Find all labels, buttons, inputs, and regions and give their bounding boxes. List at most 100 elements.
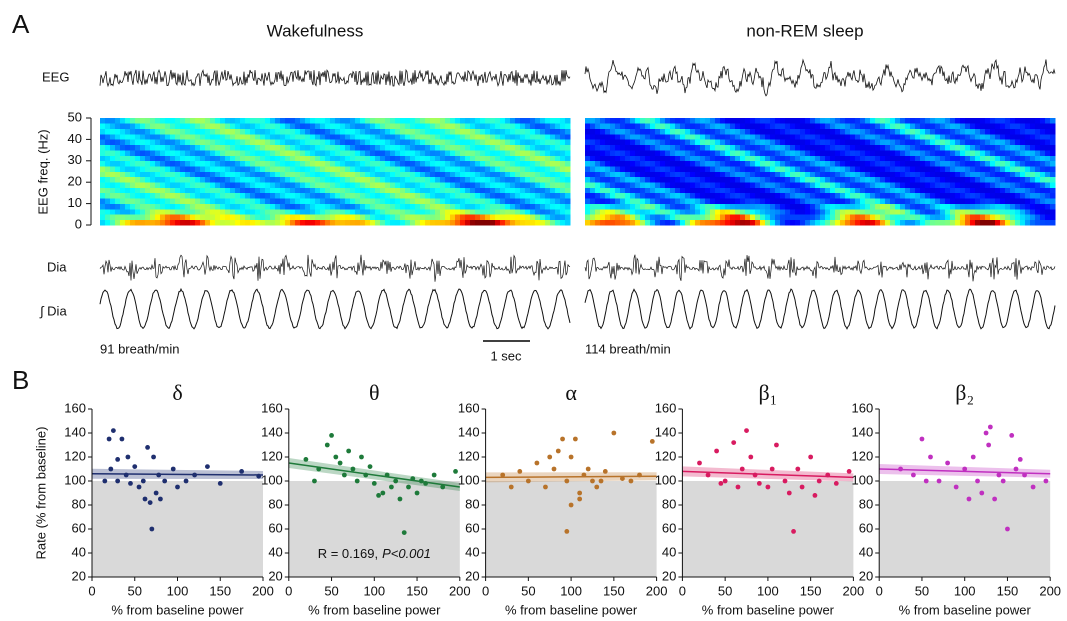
spectrogram-cell [1010,193,1015,199]
spectrogram-cell [830,161,835,167]
spectrogram-cell [525,172,530,178]
spectrogram-cell [290,209,295,215]
spectrogram-cell [735,161,740,167]
spectrogram-ylabel: EEG freq. (Hz) [35,129,50,214]
spectrogram-cell [410,182,415,188]
spectrogram-cell [490,161,495,167]
spectrogram-cell [825,123,830,129]
spectrogram-cell [515,166,520,172]
spectrogram-cell [735,188,740,194]
spectrogram-cell [645,129,650,135]
spectrogram-cell [925,209,930,215]
spectrogram-cell [495,198,500,204]
spectrogram-cell [695,134,700,140]
spectrogram-cell [195,166,200,172]
spectrogram-cell [1045,161,1050,167]
spectrogram-cell [645,209,650,215]
spectrogram-cell [595,118,600,124]
spectrogram-cell [695,220,700,226]
spectrogram-cell [315,188,320,194]
spectrogram-cell [735,220,740,226]
spectrogram-cell [515,220,520,226]
spectrogram-cell [265,139,270,145]
spectrogram-cell [465,123,470,129]
spectrogram-cell [950,123,955,129]
spectrogram-cell [220,182,225,188]
data-point [723,479,728,484]
spectrogram-cell [375,145,380,151]
spectrogram-cell [555,204,560,210]
spectrogram-cell [260,129,265,135]
spectrogram-cell [790,134,795,140]
spectrogram-cell [720,134,725,140]
spectrogram-cell [840,198,845,204]
spectrogram-cell [855,182,860,188]
spectrogram-cell [535,150,540,156]
spectrogram-cell [780,145,785,151]
spectrogram-cell [820,182,825,188]
spectrogram-cell [165,155,170,161]
spectrogram-cell [645,177,650,183]
spectrogram-cell [530,198,535,204]
spectrogram-cell [450,150,455,156]
spectrogram-cell [715,134,720,140]
spectrogram-cell [750,161,755,167]
spectrogram-cell [435,220,440,226]
spectrogram-cell [610,145,615,151]
data-point [346,449,351,454]
spectrogram-cell [820,214,825,220]
spectrogram-cell [995,177,1000,183]
spectrogram-cell [840,139,845,145]
spectrogram-cell [375,198,380,204]
spectrogram-cell [210,155,215,161]
spectrogram-cell [190,150,195,156]
spectrogram-cell [275,145,280,151]
data-point [543,485,548,490]
spectrogram-cell [100,177,105,183]
spectrogram-cell [635,209,640,215]
spectrogram-cell [385,150,390,156]
spectrogram-cell [550,209,555,215]
spectrogram-cell [655,172,660,178]
spectrogram-cell [160,150,165,156]
spectrogram-cell [975,139,980,145]
spectrogram-cell [960,220,965,226]
spectrogram-cell [455,150,460,156]
spectrogram-cell [790,182,795,188]
spectrogram-cell [550,129,555,135]
spectrogram-tick-label: 40 [68,131,82,146]
spectrogram-cell [335,172,340,178]
spectrogram-cell [810,139,815,145]
spectrogram-cell [690,166,695,172]
spectrogram-cell [340,209,345,215]
spectrogram-cell [350,129,355,135]
spectrogram-cell [165,182,170,188]
spectrogram-cell [530,166,535,172]
spectrogram-cell [875,161,880,167]
spectrogram-cell [420,145,425,151]
spectrogram-cell [810,155,815,161]
spectrogram-cell [555,118,560,124]
spectrogram-cell [860,150,865,156]
spectrogram-cell [435,204,440,210]
spectrogram-cell [330,166,335,172]
spectrogram-cell [985,220,990,226]
spectrogram-cell [355,220,360,226]
spectrogram-cell [640,129,645,135]
spectrogram-cell [275,214,280,220]
spectrogram-cell [1020,182,1025,188]
spectrogram-cell [1030,220,1035,226]
spectrogram-cell [1050,198,1055,204]
spectrogram-cell [365,155,370,161]
spectrogram-cell [225,155,230,161]
spectrogram-cell [700,139,705,145]
spectrogram-cell [365,134,370,140]
spectrogram-cell [475,188,480,194]
spectrogram-cell [680,198,685,204]
spectrogram-cell [915,177,920,183]
spectrogram-cell [525,214,530,220]
spectrogram-cell [305,177,310,183]
spectrogram-cell [400,193,405,199]
spectrogram-cell [270,204,275,210]
spectrogram-cell [950,209,955,215]
